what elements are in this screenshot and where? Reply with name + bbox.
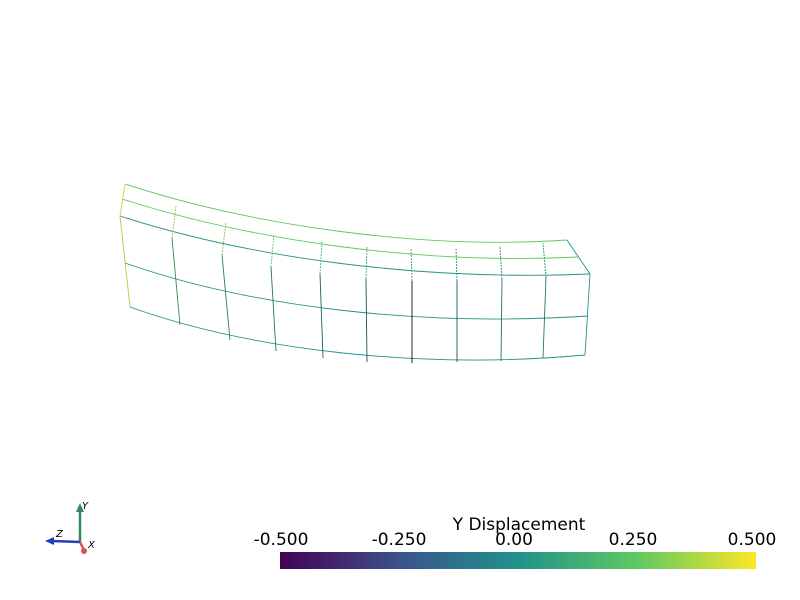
mesh-vertical-line xyxy=(365,278,368,363)
mesh-vertical-line xyxy=(584,273,591,356)
mesh-vertical-line xyxy=(270,266,277,352)
y-axis-label: Y xyxy=(82,501,89,512)
mesh-top-line xyxy=(171,205,177,239)
mesh-vertical-line xyxy=(119,215,131,308)
mesh-vertical-line xyxy=(500,278,503,362)
mesh-vertical-line xyxy=(542,276,547,359)
mesh-vertical-line xyxy=(171,237,181,326)
mesh-vertical-line xyxy=(221,254,231,341)
mesh-front-top-edge xyxy=(119,215,591,276)
mesh-back-top-edge xyxy=(124,183,568,243)
mesh-front-bottom-edge xyxy=(129,306,586,361)
mesh-top-line xyxy=(319,240,323,275)
mesh-top-line xyxy=(499,245,503,280)
x-axis-label: X xyxy=(87,540,96,551)
mesh-top-line xyxy=(542,242,547,278)
z-axis-arrowhead xyxy=(45,537,54,545)
mesh-top-line xyxy=(221,221,227,256)
mesh-top-line xyxy=(455,247,458,282)
mesh-top-line xyxy=(365,245,368,280)
orientation-axes-widget[interactable]: Y Z X xyxy=(45,501,96,554)
mesh-mid-top-edge xyxy=(121,198,579,259)
z-axis-arrow xyxy=(51,539,81,544)
y-axis-arrowhead xyxy=(76,503,84,512)
mesh-depth-line xyxy=(119,183,126,217)
mesh-top-line xyxy=(410,247,413,282)
mesh-depth-line xyxy=(566,239,591,275)
mesh-front-mid-line xyxy=(124,262,589,320)
mesh-top-line xyxy=(270,233,275,268)
beam-mesh-wireframe xyxy=(119,183,591,363)
x-axis-arrowhead xyxy=(81,548,87,554)
mesh-vertical-line xyxy=(319,273,324,359)
z-axis-label: Z xyxy=(55,529,64,540)
